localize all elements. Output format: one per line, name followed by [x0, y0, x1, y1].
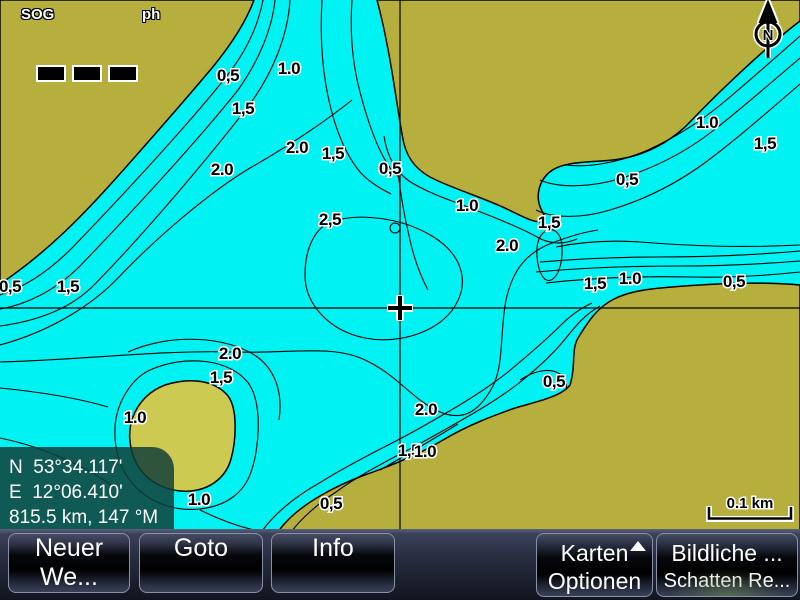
depth-label: 1.0 — [414, 442, 436, 461]
cursor-crosshair[interactable] — [387, 295, 413, 321]
depth-label: 0,5 — [217, 66, 239, 85]
depth-label: 1,5 — [398, 441, 420, 460]
depth-label: 1,5 — [232, 99, 254, 118]
position-info-box: N 53°34.117' E 12°06.410' 815.5 km, 147 … — [0, 447, 174, 531]
menu-button-label: Neuer We... — [34, 534, 104, 591]
depth-label: 2.0 — [219, 344, 241, 363]
depth-labels: 0,5 1.01,52.0 1,52.0 0,52,51.01,52.01.01,50… — [0, 58, 778, 515]
depth-label: 2.0 — [496, 236, 518, 255]
menu-button-new-waypoint[interactable]: Neuer We... — [8, 533, 130, 593]
up-arrow-icon — [630, 541, 646, 551]
depth-label: 1,5 — [538, 213, 560, 232]
depth-label: 0,5 — [320, 494, 342, 513]
depth-label: 1.0 — [124, 408, 146, 427]
land-southeast — [278, 282, 800, 531]
menu-button-label: Schatten Re... — [663, 570, 791, 592]
depth-label: 0,5 — [543, 372, 565, 391]
menu-button-label: Optionen — [547, 568, 642, 594]
depth-label: 1,5 — [754, 134, 776, 153]
depth-label: 1,5 — [210, 368, 232, 387]
depth-label: 1,5 — [322, 144, 344, 163]
depth-label: 0,5 — [616, 170, 638, 189]
menu-button-goto[interactable]: Goto — [139, 533, 263, 593]
depth-label: 1,5 — [57, 277, 79, 296]
scale-bar-label: 0.1 km — [727, 495, 774, 512]
depth-label: 1.0 — [188, 490, 210, 509]
menu-button-label: Karten — [560, 540, 629, 566]
menu-button-label: Info — [312, 534, 354, 562]
menu-button-chart-options[interactable]: Karten Optionen — [536, 533, 653, 597]
depth-label: 1.0 — [278, 59, 300, 78]
sog-label: SOG — [21, 6, 55, 23]
menu-button-info[interactable]: Info — [271, 533, 395, 593]
depth-label: 1,5 — [584, 274, 606, 293]
depth-label: 2,5 — [319, 210, 341, 229]
bottom-menu-bar: Neuer We... Goto Info Karten Optionen Bi… — [0, 529, 800, 600]
depth-label: 1.0 — [456, 196, 478, 215]
depth-label: 0,5 — [379, 159, 401, 178]
depth-label: 1.0 — [619, 269, 641, 288]
sog-dash — [38, 67, 64, 80]
latitude-readout: N 53°34.117' — [9, 457, 123, 478]
scale-bar: 0.1 km — [706, 494, 794, 522]
sog-dash — [74, 67, 100, 80]
north-arrow-icon: N — [753, 0, 783, 58]
menu-button-label: Bildliche ... — [671, 540, 783, 566]
depth-label: 0,5 — [0, 277, 21, 296]
depth-label: 2.0 — [211, 160, 233, 179]
depth-label: 1.0 — [696, 113, 718, 132]
depth-label: 2.0 — [286, 138, 308, 157]
menu-button-imagery-shading[interactable]: Bildliche ... Schatten Re... — [656, 533, 798, 597]
depth-label: 2.0 — [415, 400, 437, 419]
sog-value-dashes — [38, 67, 136, 80]
longitude-readout: E 12°06.410' — [9, 482, 123, 503]
ph-label: ph — [142, 6, 161, 23]
distance-bearing-readout: 815.5 km, 147 °M — [9, 507, 159, 528]
depth-label: 0,5 — [723, 272, 745, 291]
north-letter: N — [763, 27, 774, 44]
menu-button-label: Goto — [173, 534, 229, 562]
land-northeast — [376, 0, 800, 223]
sog-dash — [110, 67, 136, 80]
